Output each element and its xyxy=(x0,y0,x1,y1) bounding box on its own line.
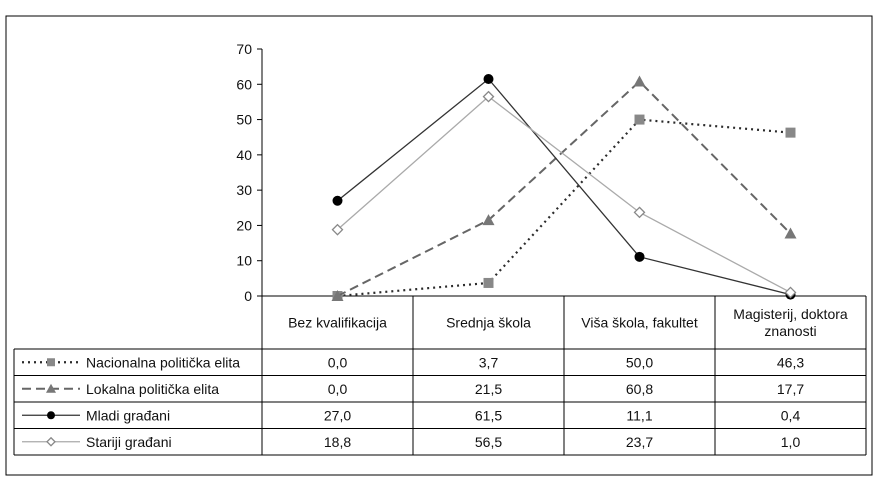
triangle-marker xyxy=(633,75,646,87)
category-label: Bez kvalifikacija xyxy=(288,315,387,331)
circle-marker xyxy=(47,411,55,420)
data-value-cell: 56,5 xyxy=(475,434,502,450)
y-tick-label: 20 xyxy=(236,217,252,233)
data-value-cell: 21,5 xyxy=(475,381,502,397)
category-label: Viša škola, fakultet xyxy=(581,315,698,331)
data-value-cell: 0,4 xyxy=(781,407,801,423)
data-value-cell: 1,0 xyxy=(781,434,801,450)
diamond-marker xyxy=(482,90,495,103)
legend-series-name: Mladi građani xyxy=(86,407,170,423)
y-axis: 70 60 50 40 30 20 10 0 xyxy=(236,41,263,304)
diamond-marker xyxy=(784,286,797,299)
y-tick-label: 60 xyxy=(236,76,252,92)
data-value-cell: 50,0 xyxy=(626,354,653,370)
data-value-cell: 18,8 xyxy=(324,434,351,450)
category-label: Srednja škola xyxy=(446,315,531,331)
data-value-cell: 3,7 xyxy=(479,354,499,370)
data-value-cell: 60,8 xyxy=(626,381,653,397)
series-line xyxy=(337,80,792,297)
triangle-marker xyxy=(331,290,344,301)
diamond-marker xyxy=(46,436,56,447)
circle-marker xyxy=(332,195,343,206)
data-value-cell: 0,0 xyxy=(328,381,348,397)
data-value-cell: 27,0 xyxy=(324,407,351,423)
square-marker xyxy=(785,127,796,138)
series-line xyxy=(337,78,791,296)
square-marker xyxy=(483,277,494,288)
data-value-cell: 11,1 xyxy=(626,407,652,423)
series-4 xyxy=(331,90,797,299)
data-value-cell: 0,0 xyxy=(328,354,348,370)
y-tick-label: 0 xyxy=(244,288,252,304)
square-marker xyxy=(634,114,645,125)
series-2 xyxy=(331,75,797,301)
square-marker xyxy=(47,358,55,367)
y-tick-label: 70 xyxy=(236,41,252,57)
category-label: Magisterij, doktora xyxy=(733,306,848,322)
data-value-cell: 17,7 xyxy=(777,381,804,397)
triangle-marker xyxy=(784,227,797,239)
plot-area xyxy=(331,73,797,301)
category-label: znanosti xyxy=(764,323,816,339)
circle-marker xyxy=(634,251,645,262)
y-tick-label: 10 xyxy=(236,253,252,269)
y-tick-label: 50 xyxy=(236,112,252,128)
circle-marker xyxy=(483,73,494,84)
legend-series-name: Stariji građani xyxy=(86,434,172,450)
data-value-cell: 61,5 xyxy=(475,407,502,423)
data-value-cell: 46,3 xyxy=(777,354,804,370)
y-tick-label: 30 xyxy=(236,182,252,198)
diamond-marker xyxy=(331,223,344,236)
triangle-marker xyxy=(46,383,56,393)
y-tick-label: 40 xyxy=(236,147,252,163)
series-line xyxy=(337,95,791,294)
legend-series-name: Nacionalna politička elita xyxy=(86,354,240,370)
legend-series-name: Lokalna politička elita xyxy=(86,381,219,397)
data-table: Bez kvalifikacija Srednja škola Viša škola… xyxy=(13,295,867,456)
triangle-marker xyxy=(482,214,495,226)
diamond-marker xyxy=(633,206,646,219)
data-value-cell: 23,7 xyxy=(626,434,653,450)
